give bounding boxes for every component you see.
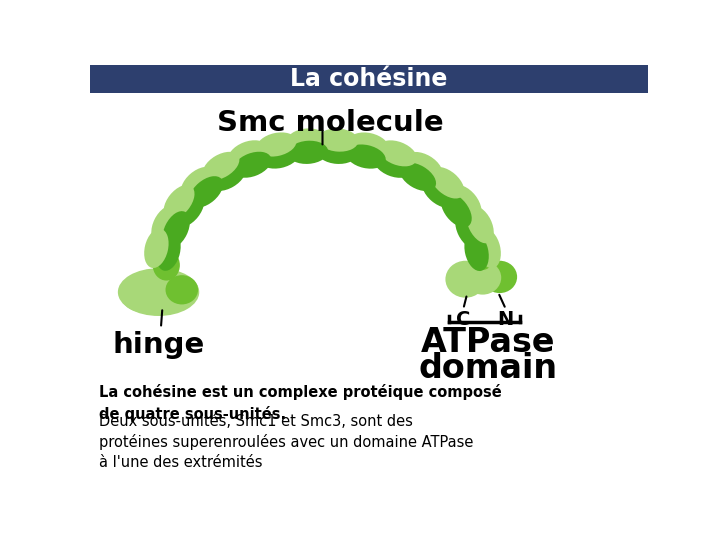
Ellipse shape: [317, 141, 357, 164]
Ellipse shape: [346, 145, 386, 168]
Text: Smc molecule: Smc molecule: [217, 110, 444, 138]
Text: hinge: hinge: [112, 330, 204, 359]
Ellipse shape: [122, 282, 172, 313]
Ellipse shape: [144, 228, 168, 268]
Ellipse shape: [163, 185, 194, 220]
Ellipse shape: [451, 185, 482, 220]
Ellipse shape: [406, 152, 442, 180]
FancyBboxPatch shape: [90, 65, 648, 92]
Ellipse shape: [189, 176, 223, 208]
Ellipse shape: [400, 163, 436, 191]
Ellipse shape: [318, 129, 359, 152]
Ellipse shape: [348, 132, 389, 157]
Ellipse shape: [446, 261, 486, 298]
Ellipse shape: [156, 232, 181, 271]
Text: ATPase: ATPase: [421, 326, 556, 359]
Ellipse shape: [287, 129, 327, 152]
Text: La cohésine: La cohésine: [290, 66, 448, 91]
Ellipse shape: [464, 232, 489, 271]
Ellipse shape: [472, 245, 493, 270]
Ellipse shape: [288, 141, 328, 164]
Text: La cohésine est un complexe protéique composé
de quatre sous-unités.: La cohésine est un complexe protéique co…: [99, 384, 502, 422]
Ellipse shape: [166, 275, 198, 305]
Ellipse shape: [228, 140, 267, 166]
Ellipse shape: [477, 229, 501, 268]
Ellipse shape: [233, 152, 271, 178]
Ellipse shape: [374, 152, 413, 178]
Ellipse shape: [379, 140, 417, 166]
Text: N: N: [498, 310, 514, 329]
Ellipse shape: [467, 206, 494, 244]
Ellipse shape: [257, 132, 297, 157]
Text: domain: domain: [419, 352, 558, 384]
Ellipse shape: [430, 167, 464, 199]
Text: Deux sous-unités, Smc1 et Smc3, sont des
protéines superenroulées avec un domain: Deux sous-unités, Smc1 et Smc3, sont des…: [99, 414, 474, 470]
Ellipse shape: [151, 206, 179, 243]
Ellipse shape: [118, 268, 199, 316]
Text: C: C: [456, 310, 470, 329]
Ellipse shape: [422, 176, 456, 208]
Ellipse shape: [203, 152, 240, 180]
Ellipse shape: [259, 144, 299, 168]
Ellipse shape: [174, 193, 204, 227]
Ellipse shape: [441, 193, 472, 227]
Ellipse shape: [153, 250, 180, 281]
Ellipse shape: [455, 211, 482, 249]
Ellipse shape: [209, 163, 246, 191]
Ellipse shape: [482, 261, 517, 293]
Ellipse shape: [163, 211, 190, 248]
Ellipse shape: [181, 167, 215, 198]
Ellipse shape: [464, 261, 501, 295]
